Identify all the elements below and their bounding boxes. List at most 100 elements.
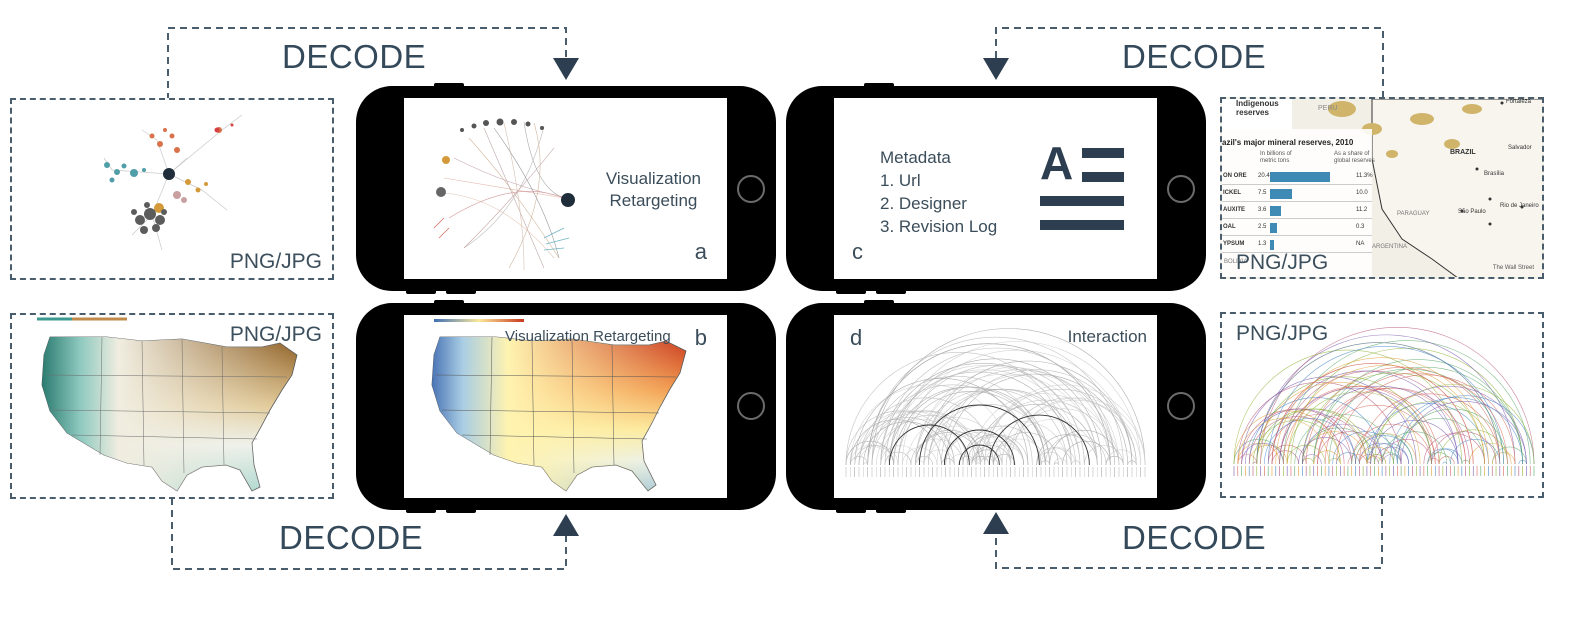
network-hub-node: [163, 168, 175, 180]
arc-link: [867, 343, 1111, 466]
arc-link: [928, 432, 994, 466]
arc-link: [967, 436, 1024, 466]
arc-link: [1084, 445, 1124, 466]
arc-link: [1450, 439, 1501, 465]
arc-link: [854, 378, 1029, 466]
phone-a: Visualization Retargeting a: [356, 83, 776, 294]
arc-link: [1305, 366, 1501, 465]
arc-link: [858, 417, 955, 466]
format-label-top-right: PNG/JPG: [1236, 251, 1329, 274]
network-nodes-gray: [131, 202, 167, 234]
phone-d-tab-2: [836, 507, 866, 513]
arc-link: [962, 434, 1024, 466]
phone-a-tab-1: [434, 83, 464, 89]
phone-a-letter: a: [694, 239, 707, 264]
arc-link: [984, 445, 1024, 466]
phone-d-home-button[interactable]: [1167, 392, 1195, 420]
arc-diagram-gray-illustration: [845, 328, 1146, 477]
arc-link: [1438, 429, 1508, 465]
chord-node-gray: [436, 187, 446, 197]
phone-a-home-button[interactable]: [737, 175, 765, 203]
brazil-label-peru: PERU: [1318, 105, 1338, 112]
format-label-bottom-right: PNG/JPG: [1236, 322, 1329, 345]
arc-link: [1237, 418, 1330, 465]
phone-c-screen: Metadata 1. Url 2. Designer 3. Revision …: [834, 98, 1157, 279]
phone-c-letter: c: [852, 239, 863, 264]
arc-link: [1294, 414, 1394, 465]
arc-link: [1237, 454, 1258, 465]
decode-label-bottom-left: DECODE: [279, 519, 424, 556]
brazil-row-name: OAL: [1223, 224, 1236, 230]
arc-link: [971, 449, 1003, 466]
arc-link-highlight: [958, 444, 1000, 466]
arc-link: [1241, 408, 1353, 465]
brazil-chart-title: azil's major mineral reserves, 2010: [1222, 138, 1354, 147]
brazil-row-divider: [1222, 184, 1372, 185]
arc-link: [1053, 458, 1068, 466]
decode-label-top-left: DECODE: [282, 38, 427, 75]
arc-link: [941, 369, 1133, 466]
phone-b-screen: Visualization Retargeting b: [404, 315, 727, 498]
brazil-city-salvador: Salvador: [1508, 145, 1532, 151]
arc-link: [1423, 433, 1485, 465]
arc-link: [1378, 452, 1402, 465]
phone-a-title: Visualization Retargeting: [606, 168, 701, 212]
phone-b-title: Visualization Retargeting: [505, 328, 671, 345]
brazil-city-fortaleza: Fortaleza: [1506, 99, 1532, 105]
arc-link: [1370, 420, 1459, 465]
arc-link: [915, 456, 933, 466]
arc-link: [1267, 444, 1307, 465]
brazil-source: The Wall Street: [1492, 265, 1534, 271]
arc-link: [1400, 401, 1527, 465]
arc-link: [1286, 444, 1326, 465]
phone-b-letter: b: [694, 325, 707, 350]
arc-link: [850, 419, 942, 466]
brazil-city-rio: Rio de Janeiro: [1500, 203, 1539, 209]
arc-link: [1431, 431, 1497, 465]
brazil-city-sao-paulo: São Paulo: [1458, 209, 1486, 215]
brazil-row-share: 11.2: [1356, 207, 1368, 213]
arc-link: [880, 415, 981, 466]
arc-link: [1442, 461, 1447, 465]
arc-link: [1351, 433, 1413, 465]
arc-link: [897, 365, 1098, 466]
arc-link: [993, 453, 1016, 466]
arc-link-highlight: [988, 414, 1090, 466]
arc-link: [980, 421, 1068, 466]
arc-link: [993, 438, 1046, 466]
arc-link: [1302, 454, 1322, 465]
chord-node-dark: [561, 193, 575, 207]
arc-link: [1053, 462, 1059, 466]
phone-b-tab-3: [446, 507, 476, 513]
brazil-legend-title: Indigenous reserves: [1236, 99, 1279, 117]
arc-link: [1105, 456, 1124, 466]
network-graph-illustration: [103, 114, 243, 251]
arc-link: [1313, 368, 1504, 465]
arc-link: [863, 462, 868, 466]
arc-link: [1283, 340, 1531, 465]
metadata-heading: Metadata: [880, 148, 951, 167]
arc-link: [1045, 434, 1107, 466]
arc-link: [1393, 418, 1485, 465]
arc-link: [850, 445, 890, 466]
arc-link: [936, 373, 1120, 466]
arc-link: [1241, 376, 1417, 465]
arc-link: [1010, 399, 1141, 466]
brazil-row-bar: [1270, 189, 1292, 199]
phone-a-screen: Visualization Retargeting a: [404, 98, 727, 279]
arc-link: [1071, 460, 1081, 466]
arc-link: [1237, 382, 1402, 465]
source-network-graph: PNG/JPG: [10, 98, 334, 280]
arc-link: [1105, 449, 1137, 466]
phone-b-home-button[interactable]: [737, 392, 765, 420]
arc-link: [1491, 446, 1527, 465]
arc-link: [1283, 386, 1440, 465]
arc-link: [1317, 431, 1383, 465]
arc-link: [980, 456, 998, 466]
phone-d-letter: d: [850, 325, 863, 350]
phone-c-home-button[interactable]: [1167, 175, 1195, 203]
arc-link: [1491, 452, 1516, 465]
brazil-row-value: 1.3: [1258, 241, 1267, 247]
brazil-row-bar: [1270, 223, 1277, 233]
brazil-row-bar: [1270, 240, 1274, 250]
